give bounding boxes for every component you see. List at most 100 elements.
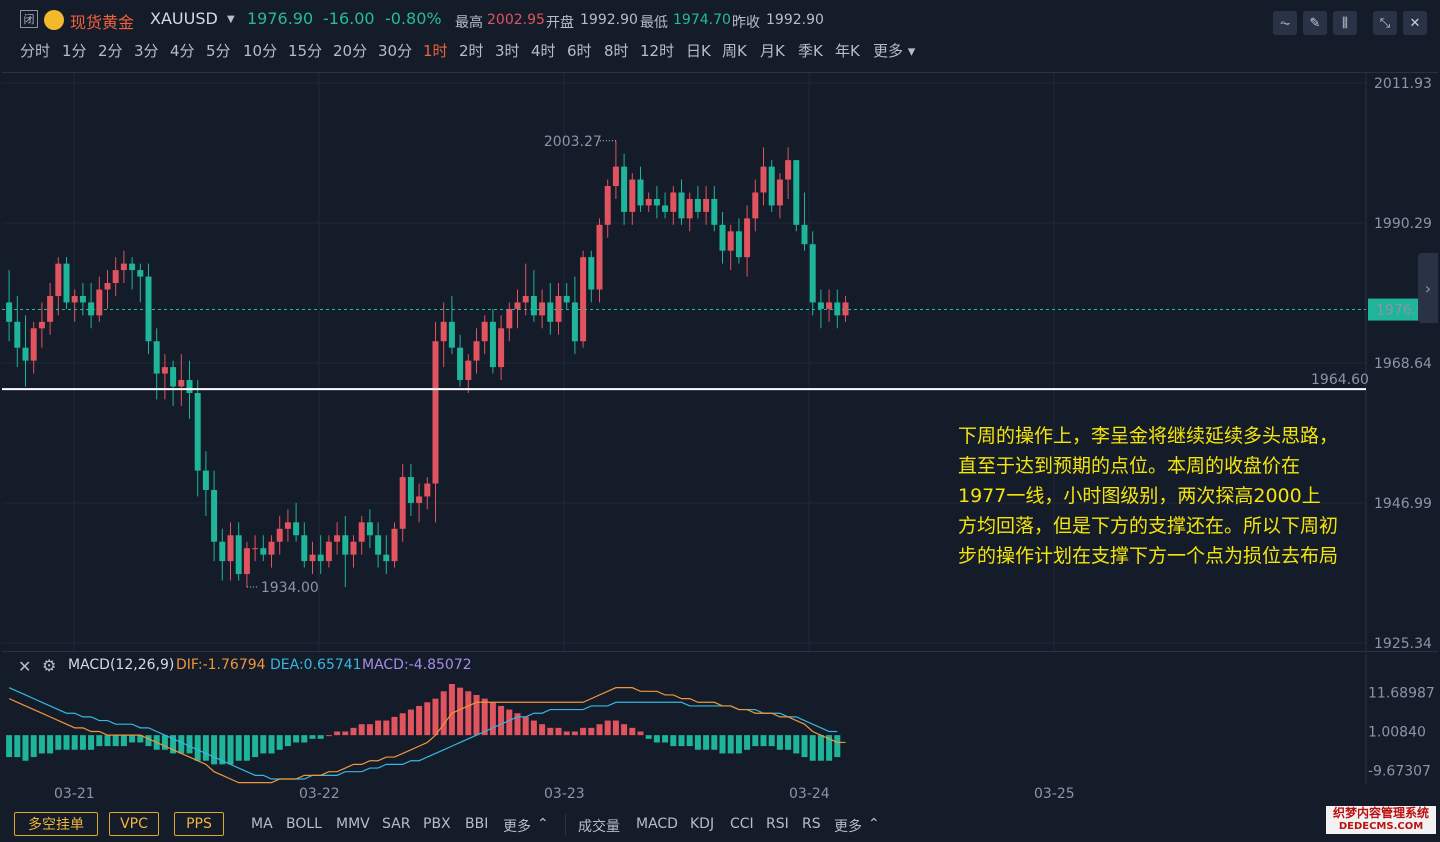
timeframe-4[interactable]: 4分 <box>170 42 195 60</box>
macd-bar <box>309 735 316 739</box>
candle-body <box>793 160 800 225</box>
candle-body <box>161 367 168 374</box>
candle-body <box>489 321 496 368</box>
macd-bar <box>276 735 283 750</box>
candle-body <box>612 166 619 187</box>
instrument-symbol[interactable]: XAUUSD <box>150 9 218 28</box>
close-icon[interactable]: ✕ <box>1403 11 1427 35</box>
sub-indicator-2[interactable]: KDJ <box>690 816 715 832</box>
candle-body <box>727 231 734 251</box>
candle-body <box>350 541 357 555</box>
chevron-up-icon[interactable]: ⌃ <box>868 816 880 832</box>
candle-body <box>424 483 431 497</box>
macd-bar <box>170 735 177 754</box>
bottom-button-0[interactable]: 多空挂单 <box>14 812 98 836</box>
candle-body <box>580 257 587 342</box>
candle-body <box>703 198 710 212</box>
bottom-button-1[interactable]: VPC <box>109 812 159 836</box>
timeframe-15[interactable]: 8时 <box>604 42 629 60</box>
timeframe-2[interactable]: 2分 <box>98 42 123 60</box>
main-indicator-5[interactable]: BBI <box>465 816 489 832</box>
candle-body <box>760 166 767 193</box>
timeframe-12[interactable]: 3时 <box>495 42 520 60</box>
timeframe-10[interactable]: 1时 <box>423 42 448 60</box>
candle-body <box>120 263 127 271</box>
chevron-down-icon[interactable]: ▼ <box>227 14 235 25</box>
timeframe-17[interactable]: 日K <box>686 42 711 60</box>
macd-bar <box>120 735 127 747</box>
macd-bar <box>178 735 185 754</box>
timeframe-18[interactable]: 周K <box>722 42 747 60</box>
candlestick-icon[interactable]: ⫼ <box>1333 11 1357 35</box>
macd-panel[interactable]: ✕ ⚙ MACD(12,26,9) DIF:-1.76794 DEA:0.657… <box>2 654 1438 785</box>
candle-body <box>670 192 677 212</box>
pen-icon[interactable]: ✎ <box>1303 11 1327 35</box>
timeframe-9[interactable]: 30分 <box>378 42 413 60</box>
timeframe-21[interactable]: 年K <box>835 42 860 60</box>
macd-bar <box>268 735 275 754</box>
candle-body <box>276 528 283 542</box>
macd-bar <box>539 724 546 736</box>
candle-body <box>284 522 291 529</box>
timeframe-8[interactable]: 20分 <box>333 42 368 60</box>
macd-bar <box>71 735 78 750</box>
timeframe-14[interactable]: 6时 <box>567 42 592 60</box>
candle-body <box>817 302 824 309</box>
timeframe-5[interactable]: 5分 <box>206 42 231 60</box>
candlestick-svg[interactable]: 2011.931990.291968.641946.991925.341976.… <box>2 73 1438 653</box>
candle-body <box>826 302 833 309</box>
timeframe-20[interactable]: 季K <box>798 42 823 60</box>
main-indicator-6[interactable]: 更多 <box>503 819 531 835</box>
macd-bar <box>129 735 136 743</box>
bottom-button-2[interactable]: PPS <box>174 812 224 836</box>
analysis-annotation: 下周的操作上，李呈金将继续延续多头思路，直至于达到预期的点位。本周的收盘价在19… <box>958 425 1339 567</box>
timeframe-7[interactable]: 15分 <box>288 42 323 60</box>
price-change-pct: -0.80% <box>385 9 442 28</box>
watermark-line2: DEDECMS.COM <box>1326 820 1436 834</box>
sub-indicator-6[interactable]: 更多 <box>834 819 862 835</box>
timeframe-0[interactable]: 分时 <box>20 42 51 60</box>
candle-body <box>22 347 29 361</box>
timeframe-13[interactable]: 4时 <box>531 42 556 60</box>
open-value: 1992.90 <box>580 12 638 28</box>
square-icon[interactable]: 闭 <box>20 10 38 28</box>
candle-body <box>522 295 529 303</box>
macd-bar <box>571 731 578 736</box>
main-indicator-4[interactable]: PBX <box>423 816 451 832</box>
shrink-icon[interactable]: ⤡ <box>1373 11 1397 35</box>
main-indicator-1[interactable]: BOLL <box>286 816 322 832</box>
macd-bar <box>834 735 841 758</box>
timeframe-1[interactable]: 1分 <box>62 42 87 60</box>
timeframe-3[interactable]: 3分 <box>134 42 159 60</box>
candle-body <box>719 224 726 251</box>
sub-indicator-0[interactable]: 成交量 <box>578 819 620 835</box>
line-chart-icon[interactable]: ⏦ <box>1273 11 1297 35</box>
main-indicator-2[interactable]: MMV <box>336 816 370 832</box>
sub-indicator-5[interactable]: RS <box>802 816 821 832</box>
timeframe-16[interactable]: 12时 <box>640 42 675 60</box>
timeframe-6[interactable]: 10分 <box>243 42 278 60</box>
candlestick-chart[interactable]: 2011.93 1990.29 1968.64 1946.99 1925.34 1976.… <box>2 72 1438 653</box>
chevron-right-icon[interactable]: › <box>1418 253 1438 323</box>
timeframe-22[interactable]: 更多 ▾ <box>873 42 916 60</box>
timeframe-11[interactable]: 2时 <box>459 42 484 60</box>
candle-body <box>539 302 546 316</box>
close-icon[interactable]: ✕ <box>18 657 32 676</box>
candle-body <box>407 477 414 503</box>
candle-body <box>235 535 242 575</box>
sub-indicator-4[interactable]: RSI <box>766 816 789 832</box>
low-value: 1974.70 <box>673 12 731 28</box>
sub-indicator-3[interactable]: CCI <box>730 816 754 832</box>
main-indicator-0[interactable]: MA <box>251 816 273 832</box>
timeframe-19[interactable]: 月K <box>760 42 785 60</box>
macd-bar <box>407 709 414 736</box>
macd-value: MACD:-4.85072 <box>362 657 472 673</box>
main-indicator-3[interactable]: SAR <box>382 816 411 832</box>
macd-svg: 11.68987 1.00840 -9.67307 <box>6 654 1435 785</box>
sub-indicator-1[interactable]: MACD <box>636 816 678 832</box>
candle-body <box>440 321 447 342</box>
macd-bar <box>555 727 562 736</box>
chevron-up-icon[interactable]: ⌃ <box>537 816 549 832</box>
gear-icon[interactable]: ⚙ <box>42 656 57 675</box>
x-axis: 03-21 03-22 03-23 03-24 03-25 <box>2 786 1438 806</box>
